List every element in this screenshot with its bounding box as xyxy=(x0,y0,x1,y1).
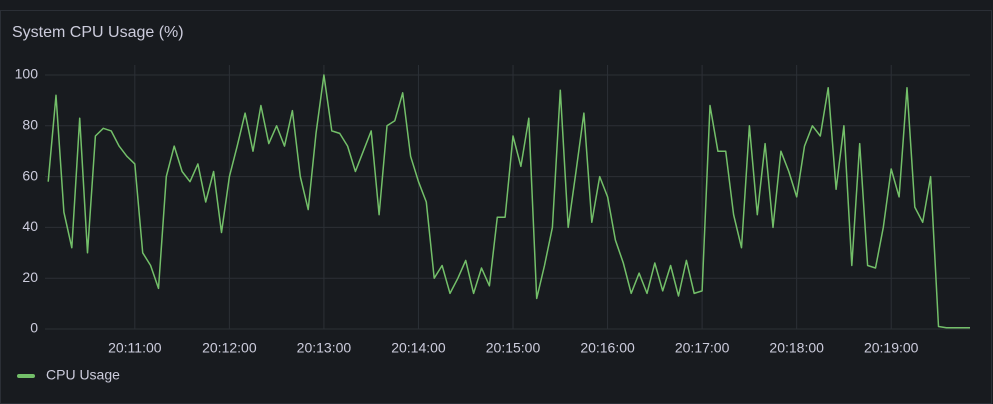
x-tick-label: 20:15:00 xyxy=(486,340,541,356)
y-tick-label: 80 xyxy=(22,117,38,133)
legend-label: CPU Usage xyxy=(46,367,120,383)
y-tick-label: 40 xyxy=(22,218,38,234)
y-tick-label: 20 xyxy=(22,269,38,285)
x-tick-label: 20:18:00 xyxy=(769,340,824,356)
x-tick-label: 20:13:00 xyxy=(297,340,352,356)
chart-title: System CPU Usage (%) xyxy=(12,24,184,41)
x-tick-label: 20:12:00 xyxy=(202,340,257,356)
y-tick-label: 100 xyxy=(15,66,39,82)
y-tick-label: 60 xyxy=(22,167,38,183)
x-tick-label: 20:16:00 xyxy=(580,340,635,356)
x-tick-label: 20:11:00 xyxy=(108,340,162,356)
y-tick-label: 0 xyxy=(30,320,38,336)
x-tick-label: 20:14:00 xyxy=(391,340,446,356)
series-line xyxy=(47,74,970,329)
x-tick-label: 20:19:00 xyxy=(864,340,919,356)
x-tick-label: 20:17:00 xyxy=(675,340,730,356)
